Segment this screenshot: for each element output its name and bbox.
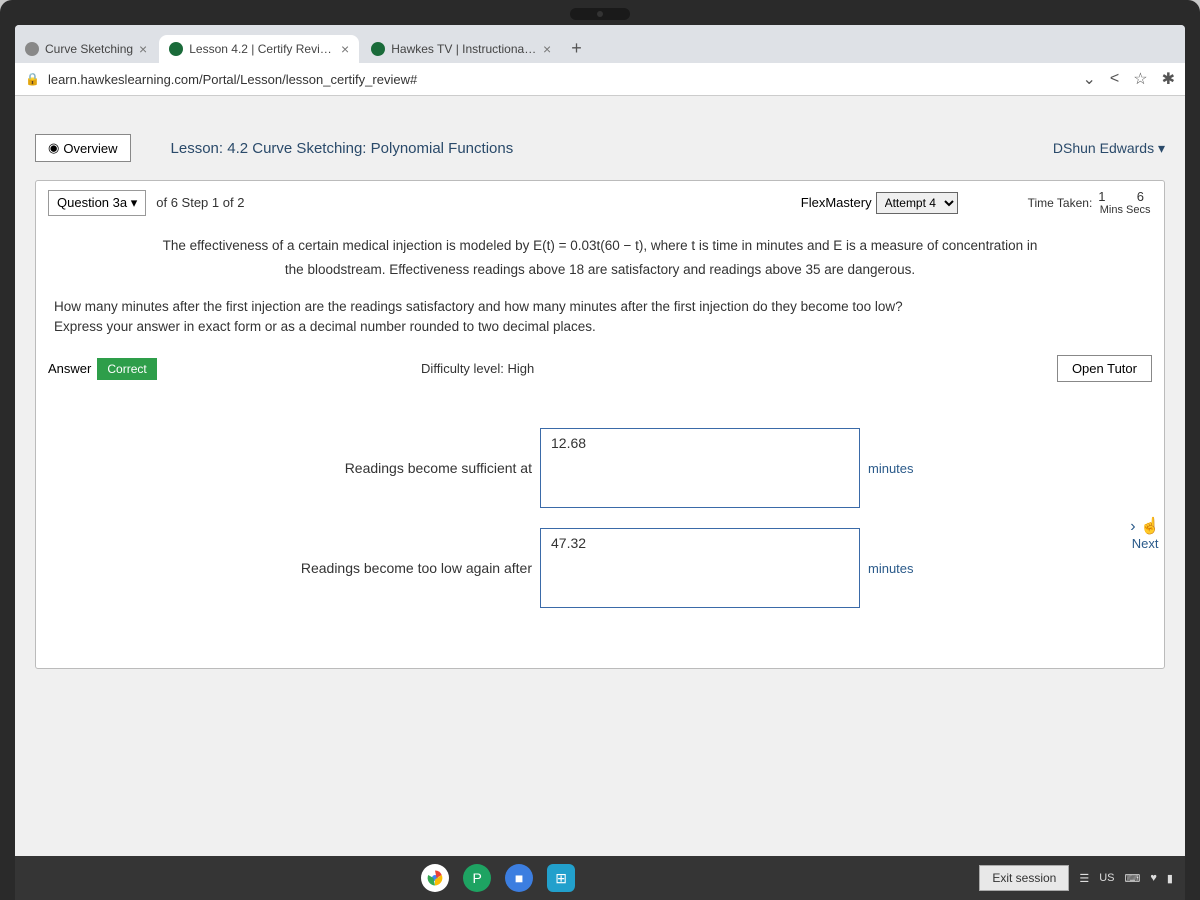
close-icon[interactable]: ×	[543, 41, 551, 57]
problem-line: the bloodstream. Effectiveness readings …	[54, 260, 1146, 280]
tab-label: Curve Sketching	[45, 42, 133, 56]
answer-input-sufficient[interactable]: 12.68	[540, 428, 860, 508]
share-icon[interactable]: <	[1110, 70, 1119, 88]
flexmastery-group: FlexMastery Attempt 4	[801, 192, 958, 214]
chevron-right-icon: › ☝	[1130, 516, 1160, 536]
answer-unit: minutes	[868, 461, 928, 476]
close-icon[interactable]: ×	[139, 41, 147, 57]
exit-session-button[interactable]: Exit session	[979, 865, 1069, 891]
camera-icon[interactable]: ■	[505, 864, 533, 892]
tab-curve-sketching[interactable]: Curve Sketching ×	[15, 35, 157, 63]
next-label: Next	[1132, 536, 1159, 551]
user-name-label: DShun Edwards	[1053, 140, 1154, 156]
app-header: ◉ Overview Lesson: 4.2 Curve Sketching: …	[15, 126, 1185, 170]
answer-row-label: Readings become sufficient at	[272, 460, 532, 476]
time-taken: Time Taken: 1 6 Mins Secs	[1028, 189, 1152, 216]
laptop-camera	[570, 8, 630, 20]
problem-prompt: How many minutes after the first injecti…	[36, 293, 1164, 350]
answer-unit: minutes	[868, 561, 928, 576]
answer-grid: Readings become sufficient at 12.68 minu…	[36, 388, 1164, 668]
close-icon[interactable]: ×	[341, 41, 349, 57]
time-taken-label: Time Taken:	[1028, 196, 1093, 210]
step-indicator: of 6 Step 1 of 2	[156, 195, 244, 210]
app-icon[interactable]: P	[463, 864, 491, 892]
flexmastery-label: FlexMastery	[801, 195, 872, 210]
answer-input-toolow[interactable]: 47.32	[540, 528, 860, 608]
answer-row-toolow: Readings become too low again after 47.3…	[76, 528, 1124, 608]
battery-icon[interactable]: ▮	[1167, 872, 1173, 885]
answer-value: 12.68	[551, 435, 586, 451]
chrome-icon[interactable]	[421, 864, 449, 892]
difficulty-label: Difficulty level: High	[421, 361, 534, 376]
overview-button[interactable]: ◉ Overview	[35, 134, 131, 162]
lock-icon[interactable]: 🔒	[25, 72, 40, 86]
open-tutor-button[interactable]: Open Tutor	[1057, 355, 1152, 382]
user-menu[interactable]: DShun Edwards ▾	[1053, 140, 1165, 157]
app2-icon[interactable]: ⊞	[547, 864, 575, 892]
tab-lesson-certify[interactable]: Lesson 4.2 | Certify Review Ques ×	[159, 35, 359, 63]
star-icon[interactable]: ☆	[1133, 69, 1147, 89]
favicon-icon	[25, 42, 39, 56]
favicon-icon	[371, 42, 385, 56]
favicon-icon	[169, 42, 183, 56]
answer-row-label: Readings become too low again after	[272, 560, 532, 576]
answer-value: 47.32	[551, 535, 586, 551]
prompt-line: Express your answer in exact form or as …	[54, 317, 1146, 337]
settings-icon[interactable]: ☰	[1079, 872, 1089, 885]
tab-label: Lesson 4.2 | Certify Review Ques	[189, 42, 335, 56]
lesson-title: Lesson: 4.2 Curve Sketching: Polynomial …	[171, 140, 514, 157]
url-text[interactable]: learn.hawkeslearning.com/Portal/Lesson/l…	[48, 72, 1083, 87]
overview-label: Overview	[63, 141, 117, 156]
target-icon: ◉	[48, 140, 59, 156]
attempt-select[interactable]: Attempt 4	[876, 192, 958, 214]
question-selector-label: Question 3a	[57, 195, 127, 210]
time-secs: 6	[1137, 189, 1152, 204]
taskbar: P ■ ⊞ Exit session ☰ US ⌨ ♥ ▮	[15, 856, 1185, 900]
chevron-down-icon[interactable]: ⌄	[1083, 69, 1096, 89]
time-units: Mins Secs	[1100, 204, 1151, 216]
status-badge: Correct	[97, 358, 156, 380]
prompt-line: How many minutes after the first injecti…	[54, 297, 1146, 317]
extension-icon[interactable]: ✱	[1162, 69, 1175, 89]
new-tab-button[interactable]: +	[563, 34, 590, 63]
lang-indicator[interactable]: US	[1099, 872, 1114, 884]
address-bar: 🔒 learn.hawkeslearning.com/Portal/Lesson…	[15, 63, 1185, 96]
answer-label: Answer	[48, 361, 91, 376]
time-mins: 1	[1098, 189, 1113, 204]
answer-row-sufficient: Readings become sufficient at 12.68 minu…	[76, 428, 1124, 508]
wifi-icon[interactable]: ♥	[1150, 872, 1157, 884]
question-selector[interactable]: Question 3a ▾	[48, 190, 146, 216]
tab-hawkes-tv[interactable]: Hawkes TV | Instructional Video ×	[361, 35, 561, 63]
question-panel: Question 3a ▾ of 6 Step 1 of 2 FlexMaste…	[35, 180, 1165, 669]
problem-statement: The effectiveness of a certain medical i…	[36, 224, 1164, 293]
app-content: ◉ Overview Lesson: 4.2 Curve Sketching: …	[15, 96, 1185, 900]
next-nav[interactable]: › ☝ Next	[1130, 516, 1160, 551]
tab-label: Hawkes TV | Instructional Video	[391, 42, 537, 56]
problem-line: The effectiveness of a certain medical i…	[54, 236, 1146, 256]
keyboard-icon[interactable]: ⌨	[1125, 872, 1141, 885]
browser-tab-strip: Curve Sketching × Lesson 4.2 | Certify R…	[15, 25, 1185, 63]
